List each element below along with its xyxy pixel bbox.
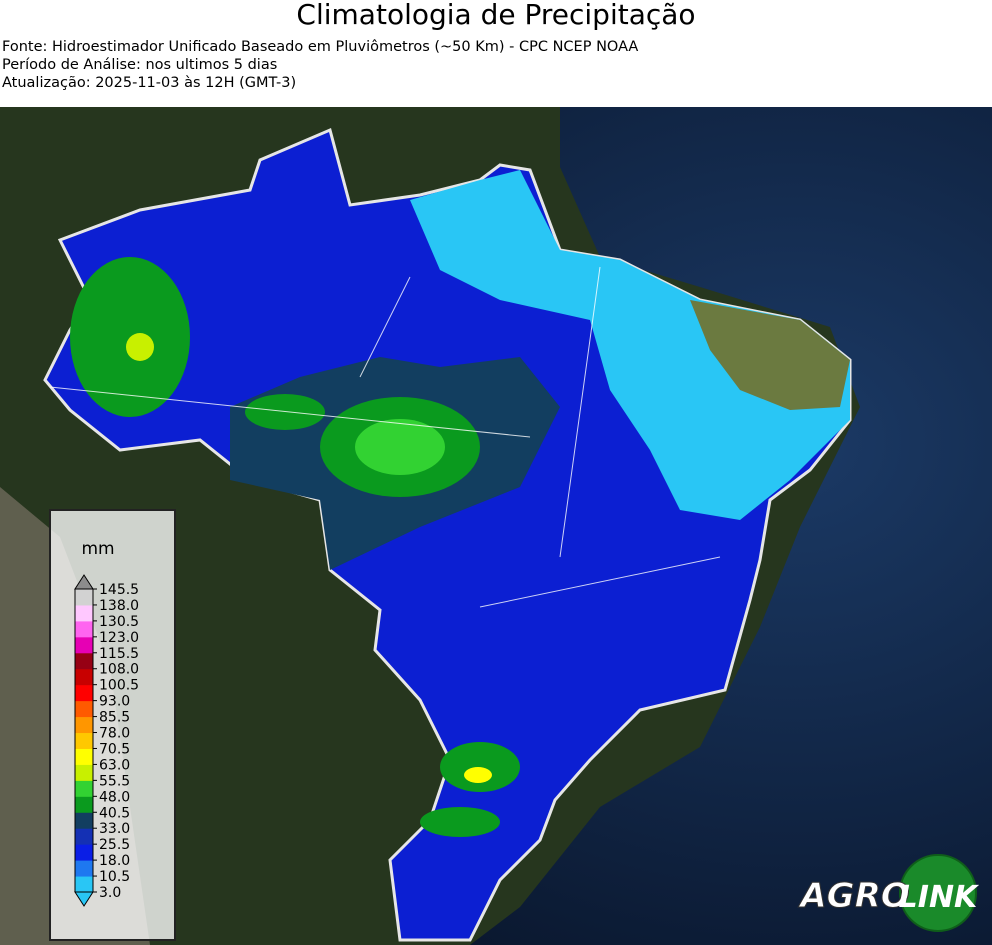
colorbar-label: 138.0 [99,598,139,614]
green-area [440,742,520,792]
colorbar-segment [75,780,93,797]
colorbar-label: 48.0 [99,789,130,805]
colorbar-label: 3.0 [99,885,121,901]
logo-left: AGRO [797,876,909,916]
colorbar-segment [75,796,93,813]
colorbar-segment [75,684,93,702]
green-area [355,419,445,475]
colorbar-label: 93.0 [99,694,130,710]
title: Climatologia de Precipitação [296,0,696,31]
colorbar-label: 70.5 [99,741,130,757]
colorbar-segment [75,732,93,749]
colorbar-segment [75,589,93,606]
colorbar-segment [75,636,93,654]
update-line: Atualização: 2025-11-03 às 12H (GMT-3) [2,75,297,91]
colorbar-label: 78.0 [99,726,130,742]
colorbar-segment [75,700,93,718]
colorbar-segment [75,860,93,877]
colorbar-segment [75,620,93,638]
period-line: Período de Análise: nos ultimos 5 dias [2,57,278,73]
colorbar-segment [75,716,93,734]
logo-right: LINK [899,880,980,915]
colorbar-label: 10.5 [99,869,130,885]
colorbar-label: 145.5 [99,582,139,598]
colorbar-label: 123.0 [99,630,139,646]
colorbar-label: 100.5 [99,678,139,694]
colorbar-box [49,509,176,941]
colorbar-label: 85.5 [99,710,130,726]
green-area [70,257,190,417]
colorbar-label: 25.5 [99,837,130,853]
colorbar-segment [75,668,93,686]
green-area [420,807,500,837]
dry-area [690,300,850,410]
colorbar-segment [75,748,93,765]
state-borders [49,266,721,608]
colorbar-segment [75,828,93,845]
source-line: Fonte: Hidroestimador Unificado Baseado … [2,39,639,55]
colorbar-segment [75,844,93,861]
yellow-area [126,333,154,361]
colorbar-label: 33.0 [99,821,130,837]
colorbar-segment [75,652,93,670]
cyan-area [410,170,850,520]
colorbar-segment [75,876,93,893]
colorbar-label: 115.5 [99,646,139,662]
colorbar-label: 40.5 [99,805,130,821]
colorbar-label: 55.5 [99,773,130,789]
colorbar-segment [75,812,93,829]
colorbar-segment [75,764,93,781]
map: 3.010.518.025.533.040.548.055.563.070.57… [0,107,992,945]
colorbar-label: 108.0 [99,662,139,678]
colorbar-label: 63.0 [99,757,130,773]
logo-circle [899,854,977,932]
green-area [245,394,325,430]
yellow-area [464,767,492,783]
colorbar-segment [75,604,93,622]
colorbar-unit: mm [81,539,114,559]
colorbar-outline [74,588,94,893]
colorbar-label: 130.5 [99,614,139,630]
colorbar: 3.010.518.025.533.040.548.055.563.070.57… [74,574,139,907]
colorbar-label: 18.0 [99,853,130,869]
